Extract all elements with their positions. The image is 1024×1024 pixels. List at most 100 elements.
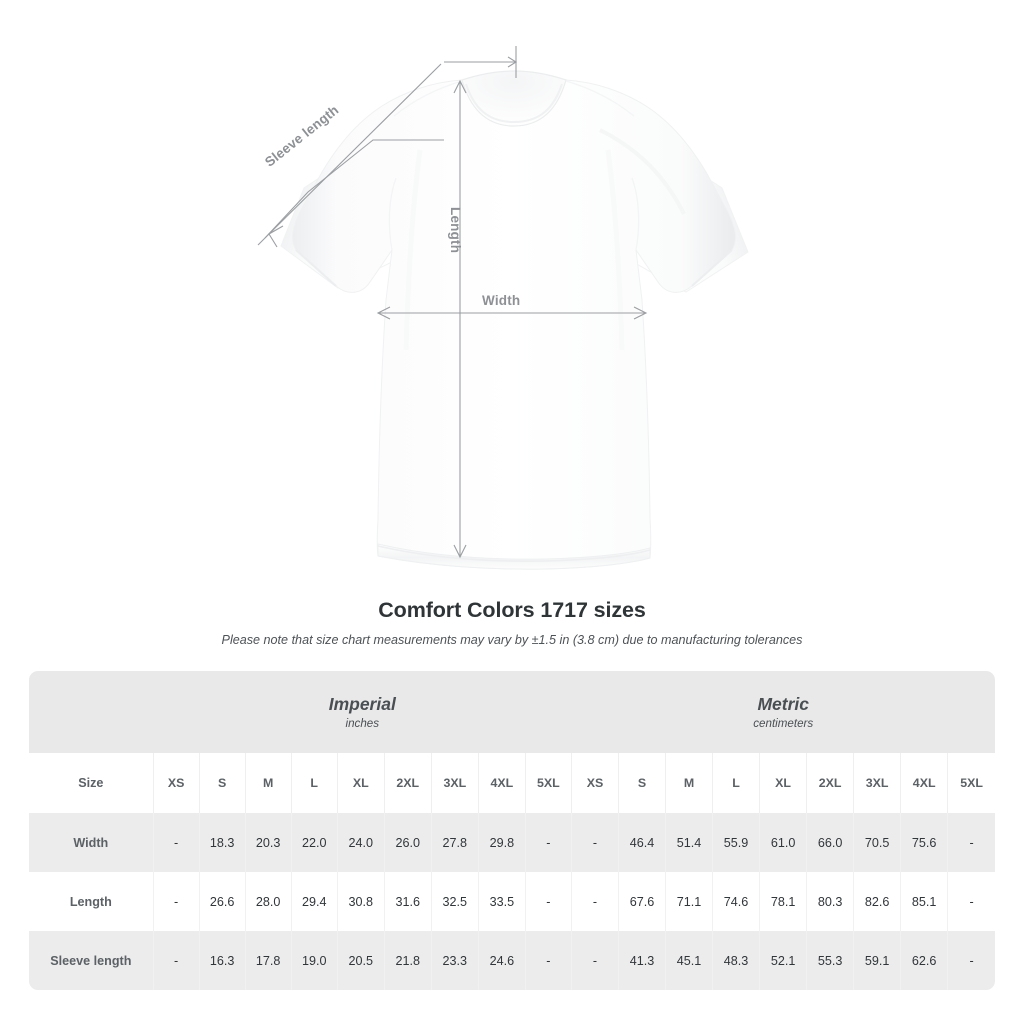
cell-value: 74.6 bbox=[723, 894, 749, 909]
cell-width-imperial-l: 22.0 bbox=[290, 813, 338, 872]
row-label: Sleeve length bbox=[50, 953, 132, 968]
size-header-cell-imperial-4xl: 4XL bbox=[477, 753, 526, 813]
fold-right bbox=[605, 149, 625, 351]
length-annotation-label: Length bbox=[448, 207, 463, 254]
cell-value: 55.3 bbox=[817, 953, 843, 968]
size-header-row: Size XS S M L XL 2XL 3XL 4XL 5XL XS S M … bbox=[29, 753, 995, 813]
cell-value: - bbox=[592, 894, 598, 909]
table-row: Length - 26.6 28.0 29.4 30.8 31.6 32.5 3… bbox=[29, 872, 995, 931]
cell-width-imperial-4xl: 29.8 bbox=[477, 813, 526, 872]
cell-value: 32.5 bbox=[442, 894, 468, 909]
cell-value: 59.1 bbox=[864, 953, 890, 968]
cell-value: - bbox=[174, 953, 179, 968]
cell-value: - bbox=[174, 894, 179, 909]
unit-sub-metric: centimeters bbox=[753, 717, 814, 731]
size-header-cell-metric-m: M bbox=[664, 753, 713, 813]
size-label: 5XL bbox=[537, 776, 560, 790]
cell-sleeve-metric-5xl: - bbox=[947, 931, 995, 990]
cell-sleeve-imperial-m: 17.8 bbox=[244, 931, 292, 990]
size-label: 3XL bbox=[865, 776, 889, 790]
cell-width-metric-2xl: 66.0 bbox=[806, 813, 854, 872]
sleeve-end-tick bbox=[257, 228, 275, 246]
size-label: XS bbox=[586, 776, 604, 790]
cell-value: - bbox=[174, 835, 179, 850]
size-header-cell-metric-xl: XL bbox=[759, 753, 807, 813]
cell-length-imperial-2xl: 31.6 bbox=[383, 872, 432, 931]
cell-sleeve-metric-xl: 52.1 bbox=[759, 931, 807, 990]
size-label: S bbox=[637, 776, 647, 790]
size-label: L bbox=[732, 776, 740, 790]
cell-length-imperial-5xl: - bbox=[524, 872, 572, 931]
cell-width-metric-4xl: 75.6 bbox=[900, 813, 948, 872]
cell-length-imperial-xs: - bbox=[152, 872, 200, 931]
cell-width-imperial-xl: 24.0 bbox=[336, 813, 385, 872]
cell-width-metric-3xl: 70.5 bbox=[853, 813, 901, 872]
size-header-cell-imperial-l: L bbox=[290, 753, 338, 813]
right-armhole-seam bbox=[631, 177, 640, 251]
unit-band-spacer bbox=[29, 671, 154, 753]
size-header-cell-imperial-m: M bbox=[244, 753, 292, 813]
size-label: L bbox=[310, 776, 318, 790]
cell-value: 48.3 bbox=[723, 953, 749, 968]
tshirt-diagram-svg bbox=[257, 46, 749, 570]
garment-measurement-diagram: Sleeve length Length Width bbox=[257, 46, 749, 570]
top-reference-arrowhead bbox=[507, 56, 518, 68]
table-row: Width - 18.3 20.3 22.0 24.0 26.0 27.8 29… bbox=[29, 813, 995, 872]
cell-sleeve-imperial-4xl: 24.6 bbox=[477, 931, 526, 990]
cell-value: 28.0 bbox=[255, 894, 281, 909]
collar-shape bbox=[461, 70, 567, 127]
cell-value: 71.1 bbox=[676, 894, 702, 909]
cell-width-metric-l: 55.9 bbox=[712, 813, 760, 872]
length-arrowhead-bottom bbox=[453, 544, 467, 559]
size-label: S bbox=[218, 776, 227, 790]
cell-value: 26.6 bbox=[209, 894, 235, 909]
cell-value: 26.0 bbox=[395, 835, 421, 850]
cell-value: 31.6 bbox=[395, 894, 421, 909]
cell-value: 19.0 bbox=[301, 953, 327, 968]
cell-sleeve-imperial-3xl: 23.3 bbox=[430, 931, 479, 990]
tolerance-note: Please note that size chart measurements… bbox=[221, 633, 803, 647]
size-label: 4XL bbox=[912, 776, 936, 790]
cell-width-imperial-5xl: - bbox=[524, 813, 572, 872]
size-label: 5XL bbox=[960, 776, 983, 790]
cell-value: 29.8 bbox=[489, 835, 515, 850]
cell-width-imperial-3xl: 27.8 bbox=[430, 813, 479, 872]
cell-sleeve-imperial-xs: - bbox=[152, 931, 200, 990]
cell-value: 22.0 bbox=[301, 835, 327, 850]
cell-length-metric-5xl: - bbox=[947, 872, 995, 931]
cell-value: 78.1 bbox=[770, 894, 796, 909]
cell-value: 46.4 bbox=[629, 835, 655, 850]
unit-header-imperial: Imperial inches bbox=[153, 671, 572, 753]
size-label: 2XL bbox=[396, 776, 420, 790]
cell-width-metric-5xl: - bbox=[947, 813, 995, 872]
cell-value: - bbox=[592, 835, 598, 850]
size-header-cell-metric-5xl: 5XL bbox=[947, 753, 995, 813]
cell-value: 45.1 bbox=[676, 953, 702, 968]
size-chart-table-container: Imperial inches Metric centimeters Size … bbox=[29, 671, 995, 990]
cell-value: - bbox=[969, 894, 974, 909]
cell-width-metric-s: 46.4 bbox=[617, 813, 666, 872]
cell-length-imperial-xl: 30.8 bbox=[336, 872, 385, 931]
size-header-cell-imperial-xl: XL bbox=[336, 753, 385, 813]
cell-sleeve-metric-4xl: 62.6 bbox=[900, 931, 948, 990]
row-label-cell-sleeve-length: Sleeve length bbox=[29, 931, 154, 990]
size-header-label-cell: Size bbox=[29, 753, 154, 813]
cell-sleeve-imperial-l: 19.0 bbox=[290, 931, 338, 990]
collar-inner-edge bbox=[465, 83, 563, 124]
cell-sleeve-imperial-5xl: - bbox=[524, 931, 572, 990]
measurement-lines bbox=[257, 46, 648, 559]
cell-value: 55.9 bbox=[723, 835, 749, 850]
size-label: 3XL bbox=[443, 776, 467, 790]
length-arrowhead-top bbox=[453, 79, 467, 94]
cell-value: 66.0 bbox=[817, 835, 843, 850]
cell-length-metric-xl: 78.1 bbox=[759, 872, 807, 931]
cell-value: 52.1 bbox=[770, 953, 796, 968]
cell-value: 62.6 bbox=[911, 953, 937, 968]
cell-sleeve-imperial-s: 16.3 bbox=[198, 931, 246, 990]
cell-value: 67.6 bbox=[629, 894, 655, 909]
cell-value: 29.4 bbox=[301, 894, 327, 909]
width-arrowhead-right bbox=[633, 306, 648, 320]
cell-width-imperial-m: 20.3 bbox=[244, 813, 292, 872]
unit-header-metric: Metric centimeters bbox=[571, 671, 995, 753]
cell-value: - bbox=[969, 953, 974, 968]
